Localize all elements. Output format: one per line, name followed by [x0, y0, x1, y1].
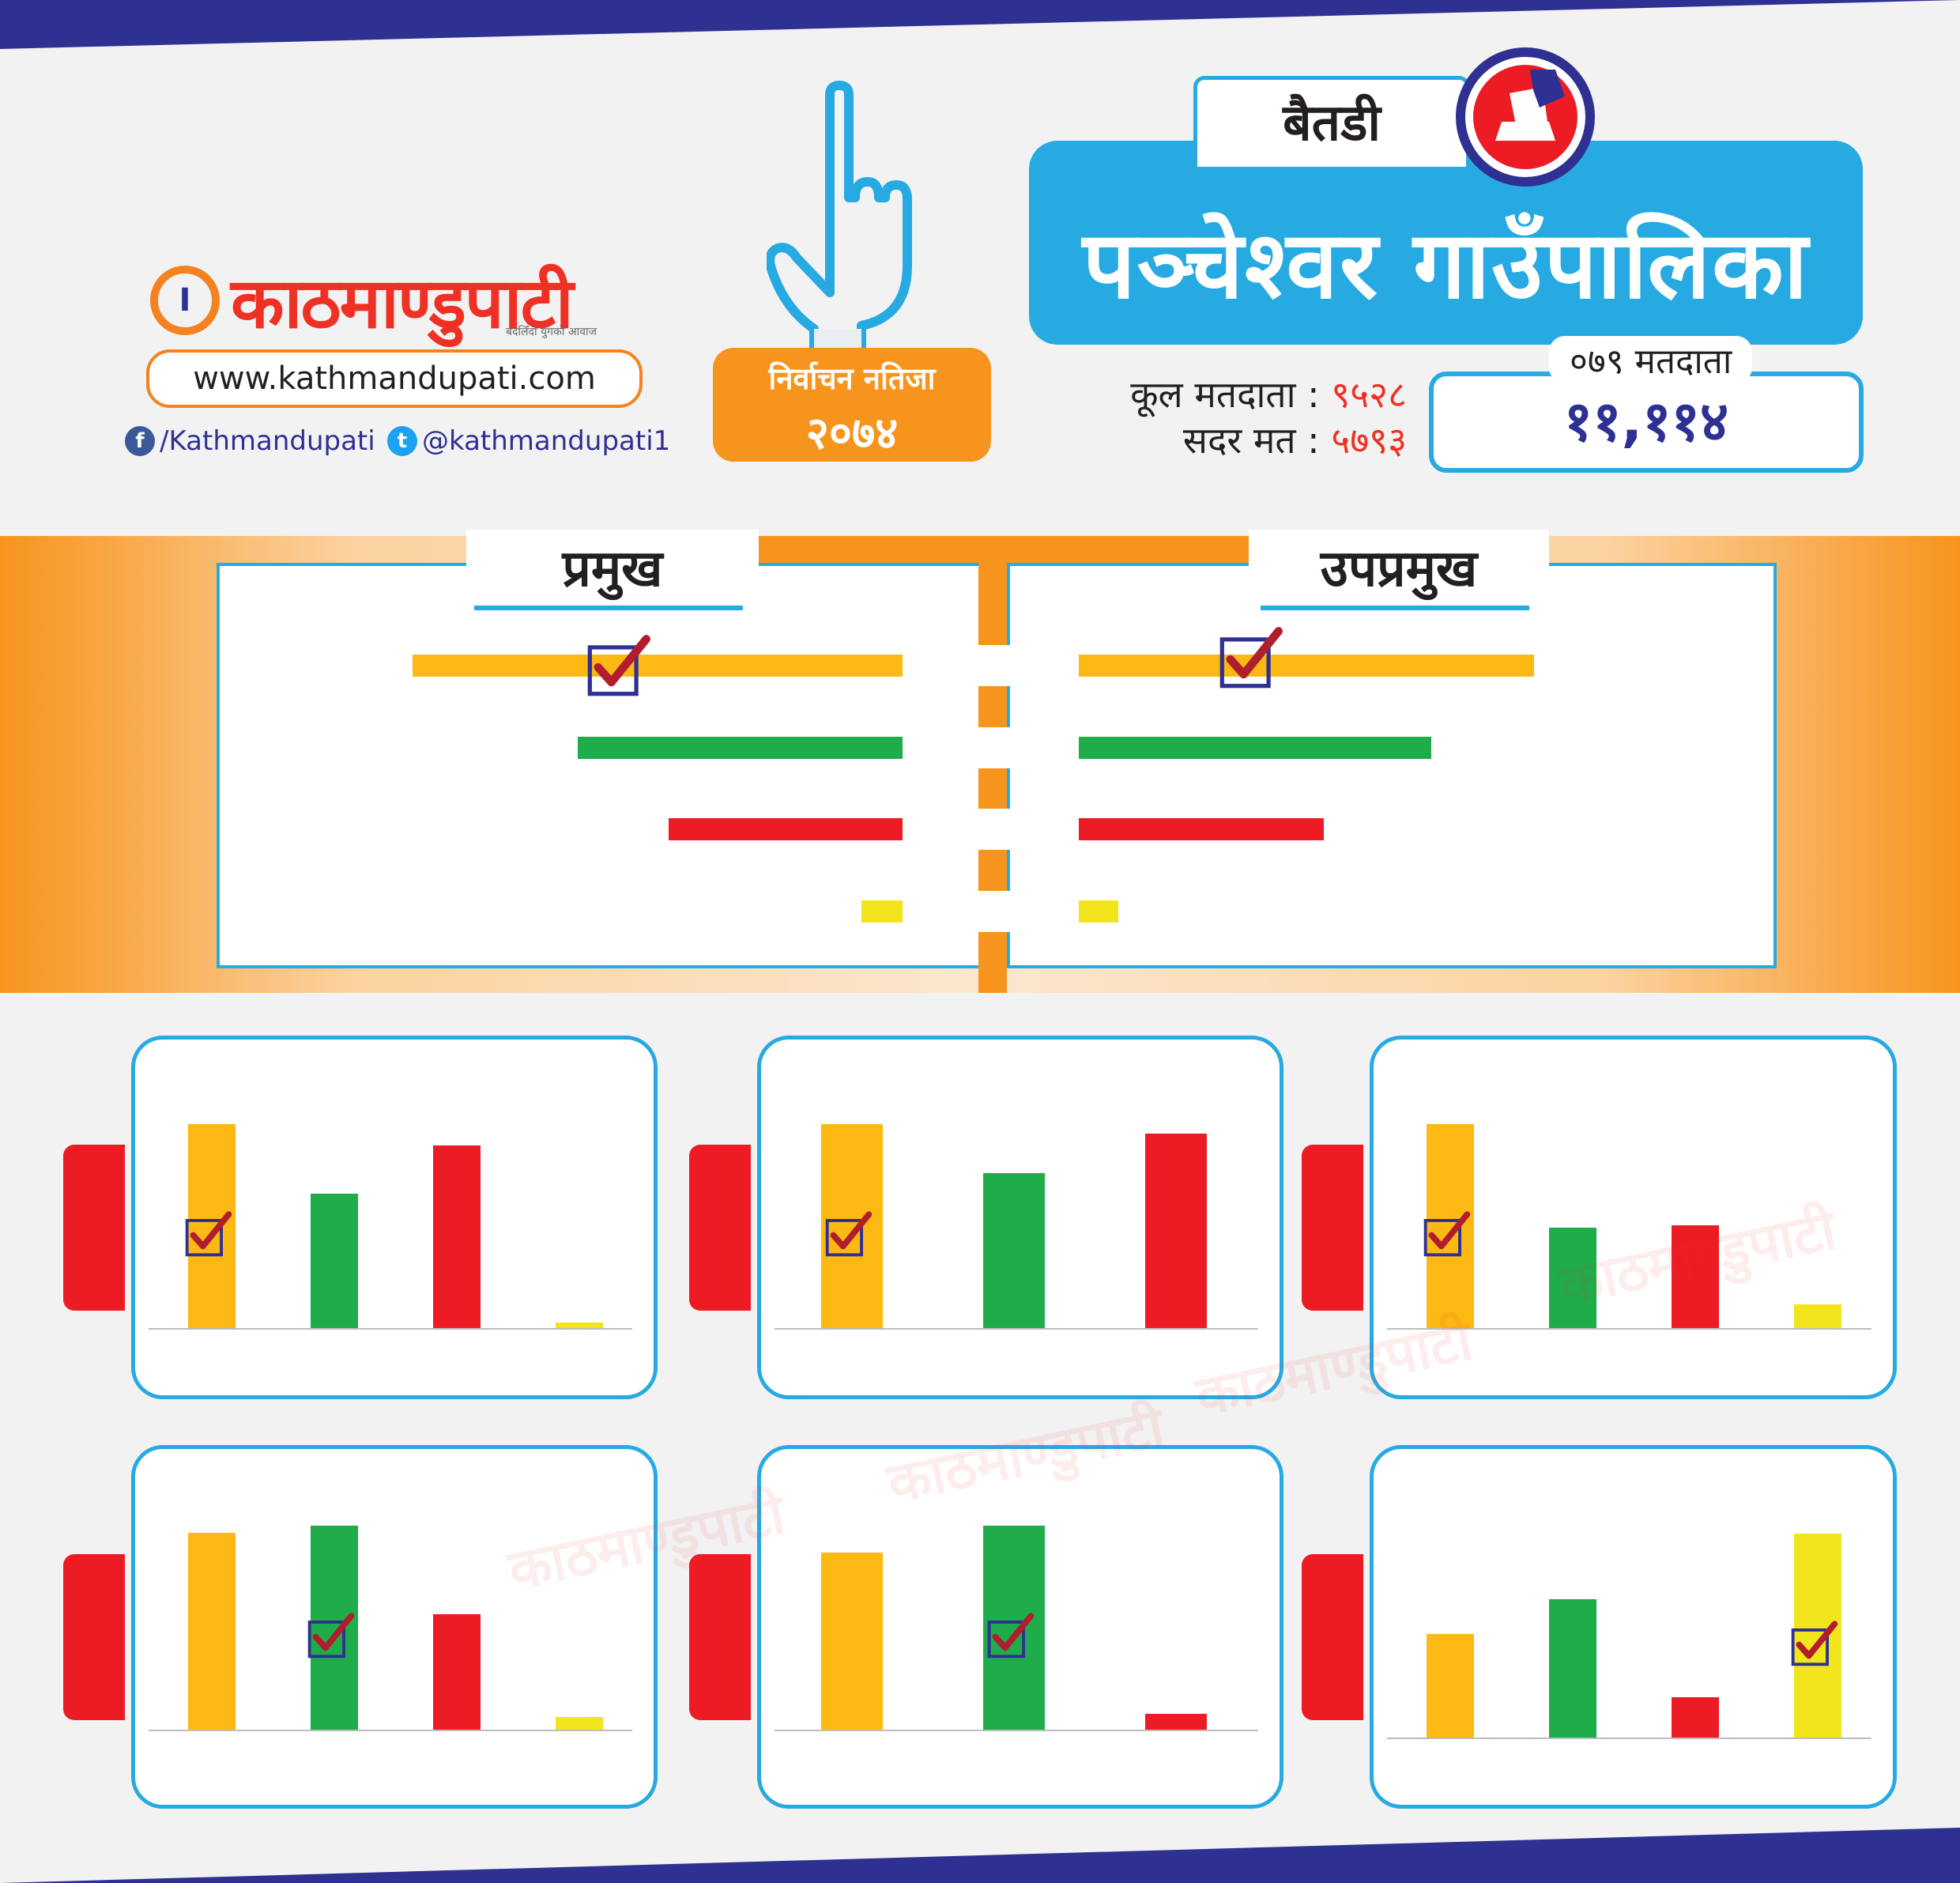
ward-chart-card — [131, 1445, 658, 1809]
district-name: बैतडी — [1193, 76, 1470, 167]
voting-finger-icon — [767, 81, 912, 364]
party-label — [939, 891, 1046, 932]
ward-bar — [1672, 1225, 1719, 1328]
website-link[interactable]: www.kathmandupati.com — [146, 349, 643, 408]
logo-tagline: बदलिँदो युगको आवाज — [506, 326, 597, 338]
voters-079-label: ०७९ मतदाता — [1549, 336, 1753, 383]
election-year: २०७४ — [805, 408, 899, 459]
voters-079-value: ११,११४ — [1563, 389, 1729, 454]
total-voters-label: कूल मतदाता : — [1130, 373, 1320, 416]
ward-bar — [311, 1526, 358, 1730]
chief-value-label — [759, 891, 854, 932]
ward-bar — [1427, 1124, 1474, 1328]
brand-logo: I काठमाण्डुपाटी — [150, 253, 574, 348]
winner-check-icon — [307, 1613, 355, 1658]
facebook-handle: /Kathmandupati — [160, 425, 375, 457]
twitter-icon: t — [387, 426, 417, 456]
total-voters-value: ९५२८ — [1331, 373, 1407, 416]
ballot-box-icon — [1456, 47, 1595, 187]
chief-value-label — [566, 809, 661, 850]
winner-check-icon — [825, 1211, 873, 1257]
winner-check-icon — [1791, 1621, 1838, 1666]
facebook-icon: f — [125, 426, 155, 456]
party-label — [939, 727, 1046, 768]
x-axis-line — [149, 1328, 632, 1330]
ward-bar — [1427, 1633, 1474, 1738]
twitter-handle: @kathmandupati1 — [422, 425, 671, 457]
x-axis-line — [775, 1730, 1258, 1731]
top-band — [0, 0, 1960, 49]
ward-bar — [556, 1717, 603, 1730]
ward-bar — [1672, 1696, 1719, 1738]
deputy-bar — [1079, 655, 1535, 677]
ward-tag — [1302, 1145, 1363, 1311]
chief-bar — [861, 900, 903, 923]
deputy-bar — [1079, 737, 1431, 759]
ward-tag — [689, 1145, 751, 1311]
ward-bar — [433, 1145, 481, 1328]
ward-bar — [983, 1526, 1045, 1730]
chief-title-underline — [474, 606, 743, 610]
deputy-title: उपप्रमुख — [1249, 530, 1549, 609]
winner-check-icon — [1423, 1211, 1471, 1257]
ward-bar — [311, 1193, 358, 1328]
party-label — [939, 809, 1046, 850]
winner-check-icon — [587, 635, 650, 696]
x-axis-line — [1387, 1738, 1871, 1739]
deputy-bar — [1079, 818, 1324, 840]
twitter-link[interactable]: t @kathmandupati1 — [387, 425, 670, 457]
chief-title: प्रमुख — [466, 530, 759, 609]
ward-bar — [821, 1553, 883, 1730]
ward-tag — [689, 1554, 751, 1720]
ward-bar — [433, 1614, 481, 1730]
valid-votes-value: ५७९३ — [1331, 419, 1407, 462]
x-axis-line — [149, 1730, 632, 1731]
ward-bar — [1549, 1227, 1596, 1328]
ward-bar — [188, 1124, 236, 1328]
municipality-name: पञ्चेश्वर गाउँपालिका — [1082, 210, 1810, 319]
winner-check-icon — [185, 1211, 232, 1257]
ward-tag — [63, 1145, 125, 1311]
ward-bar — [1794, 1534, 1841, 1738]
party-label — [939, 645, 1046, 686]
municipality-banner — [1029, 141, 1863, 345]
winner-check-icon — [1219, 627, 1283, 689]
x-axis-line — [1387, 1328, 1871, 1330]
ward-bar — [1145, 1713, 1207, 1730]
ward-tag — [1302, 1554, 1363, 1720]
election-label: निर्वाचन नतिजा — [768, 361, 936, 396]
ward-bar — [1549, 1598, 1596, 1738]
ward-bar — [1145, 1133, 1207, 1328]
x-axis-line — [775, 1328, 1258, 1330]
ward-tag — [63, 1554, 125, 1720]
chief-bar — [578, 737, 903, 759]
ward-bar — [1794, 1304, 1841, 1328]
chief-bar — [413, 655, 903, 677]
chief-value-label — [475, 727, 570, 768]
ward-bar — [188, 1532, 236, 1730]
ward-bar — [821, 1124, 883, 1328]
valid-votes-label: सदर मत : — [1182, 419, 1320, 462]
logo-text: काठमाण्डुपाटी — [231, 262, 574, 344]
ward-bar — [556, 1322, 603, 1328]
logo-icon: I — [150, 266, 220, 335]
deputy-title-underline — [1261, 606, 1529, 610]
ward-bar — [983, 1172, 1045, 1328]
voter-stats: कूल मतदाता : ९५२८ सदर मत : ५७९३ — [1051, 372, 1407, 463]
chief-value-label — [310, 645, 405, 686]
deputy-panel — [1007, 563, 1777, 968]
winner-check-icon — [987, 1613, 1035, 1658]
bottom-band — [0, 1828, 1960, 1883]
deputy-bar — [1079, 900, 1118, 923]
facebook-link[interactable]: f /Kathmandupati — [125, 425, 375, 457]
election-result-badge: निर्वाचन नतिजा २०७४ — [713, 348, 991, 462]
chief-bar — [669, 818, 903, 840]
voters-079-box — [1429, 372, 1864, 473]
